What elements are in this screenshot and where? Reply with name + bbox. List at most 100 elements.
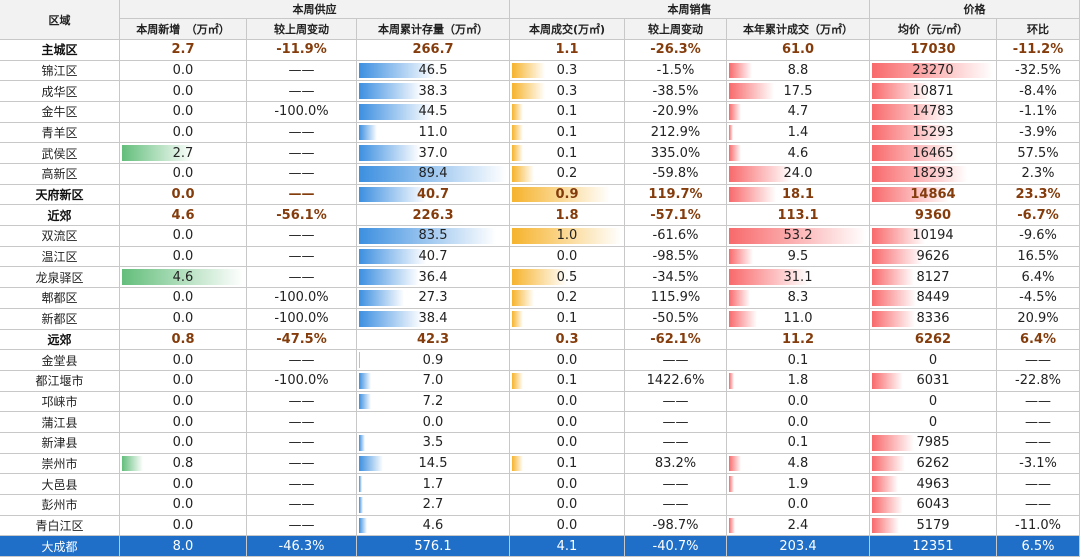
cell: 6262 [870,329,997,351]
cell: 18.1 [727,184,870,206]
cell-text: 40.7 [416,187,450,203]
cell-text: 近郊 [47,208,72,223]
data-bar [512,166,534,182]
cell-text: 高新区 [41,167,78,182]
cell: —— [997,474,1080,495]
data-bar [359,496,364,513]
cell: —— [247,453,357,475]
data-bar [729,455,742,472]
cell: 1.0 [510,226,625,247]
cell-text: 较上周变动 [648,23,703,36]
data-bar [512,124,523,141]
cell: —— [247,432,357,454]
cell: 2.7 [120,40,247,61]
data-bar [729,310,758,327]
cell: 4.6 [120,267,247,289]
cell-text: 郫都区 [41,291,78,306]
cell: 113.1 [727,205,870,227]
cell-text: 0.3 [555,331,579,347]
cell: 12351 [870,536,997,557]
cell: -9.6% [997,226,1080,247]
cell: 226.3 [357,205,510,227]
cell-text: 8.3 [787,290,809,306]
cell: 0.0 [510,432,625,454]
cell-text: 6262 [914,331,952,347]
cell: 0.2 [510,288,625,309]
cell: 53.2 [727,226,870,247]
row-label: 彭州市 [0,494,120,516]
cell-text: -8.4% [1019,83,1057,99]
data-bar [729,228,866,244]
data-bar [359,248,426,265]
cell-text: —— [662,352,689,368]
cell-text: 0.0 [556,414,578,430]
cell: 0.3 [510,329,625,351]
data-bar [512,83,545,100]
cell-text: —— [288,63,315,78]
row-label: 青白江区 [0,515,120,537]
cell: 0.0 [120,350,247,371]
cell-text: —— [288,125,315,141]
cell: 0.1 [510,102,625,123]
cell-text: —— [662,476,689,492]
cell: 0 [870,350,997,371]
cell: -47.5% [247,329,357,351]
data-bar [359,434,365,451]
header-column: 本年累计成交（万㎡） [727,19,870,40]
cell-text: 20.9% [1017,311,1059,327]
cell-text: 226.3 [412,207,454,223]
cell-text: 12351 [912,538,954,554]
cell-text: 价格 [963,3,986,16]
cell-text: 本周供应 [292,3,337,16]
cell-text: -11.2% [1012,42,1064,58]
cell-text: 0.0 [172,414,194,430]
cell: -100.0% [247,288,357,309]
row-label: 成华区 [0,81,120,103]
data-bar [872,145,958,162]
cell-text: 0.0 [556,517,578,533]
data-bar [729,104,742,120]
cell-text: —— [288,83,315,99]
data-bar [359,310,423,327]
cell: 4.6 [357,515,510,537]
data-bar [512,228,621,244]
cell-text: —— [288,497,315,513]
data-bar [359,145,420,162]
cell-text: —— [1025,352,1051,368]
cell: 0.0 [120,308,247,330]
cell: —— [247,164,357,185]
cell: 6.5% [997,536,1080,557]
cell: 2.3% [997,164,1080,185]
data-bar [359,352,361,368]
cell-text: 0.0 [172,517,194,533]
cell-text: 青白江区 [35,518,84,533]
cell: 27.3 [357,288,510,309]
cell: 0.0 [120,474,247,495]
cell: 23270 [870,60,997,82]
cell-text: 4.7 [787,104,809,120]
cell-text: 0.0 [787,414,809,430]
cell: 0.0 [727,494,870,516]
cell: —— [247,60,357,82]
cell-text: 锦江区 [41,64,78,78]
cell-text: 0.0 [172,125,194,141]
cell-text: 新都区 [41,312,78,327]
row-label: 邛崃市 [0,391,120,413]
row-label: 主城区 [0,40,120,61]
cell-text: 38.4 [418,311,448,327]
data-bar [872,290,916,306]
cell-text: 远郊 [47,332,72,347]
cell-text: 金堂县 [41,353,78,368]
cell: -4.5% [997,288,1080,309]
cell: -22.8% [997,370,1080,392]
cell: —— [247,391,357,413]
cell: —— [247,474,357,495]
cell: 1422.6% [625,370,727,392]
cell-text: 53.2 [783,228,813,244]
header-column: 本周累计存量（万㎡） [357,19,510,40]
cell-text: 83.2% [654,455,697,471]
cell-text: 3.5 [422,435,444,451]
cell: 37.0 [357,143,510,165]
data-bar [729,476,734,492]
cell: 0.0 [727,412,870,433]
